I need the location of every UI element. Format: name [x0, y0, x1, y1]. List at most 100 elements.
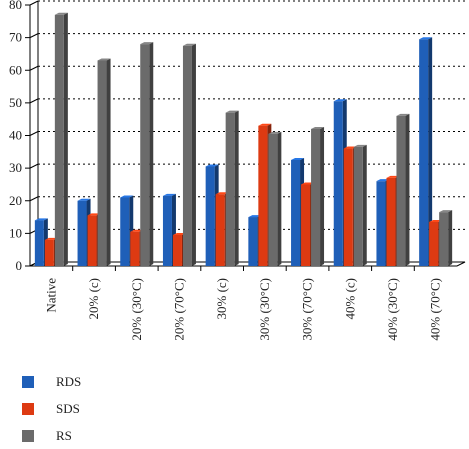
- legend: RDS SDS RS: [22, 368, 81, 449]
- bar-chart: 0 10 20 30 40 50 60 70 80 Native 20% (c) 20% (30°C)…: [9, 0, 466, 341]
- y-tick-label: 50: [9, 95, 22, 110]
- bar-side: [149, 42, 154, 267]
- y-tick-label: 60: [9, 62, 22, 77]
- bar-side: [63, 12, 68, 266]
- bar-top: [301, 182, 315, 185]
- bar-rs: [225, 112, 235, 266]
- bar-top: [120, 195, 134, 198]
- x-tick-label: 40% (c): [342, 278, 357, 320]
- bar-side: [277, 131, 282, 266]
- y-depth-tick: [29, 163, 39, 169]
- y-depth-tick: [29, 196, 39, 202]
- bar-sds: [130, 231, 140, 266]
- bar-top: [248, 215, 262, 218]
- bar-top: [291, 157, 305, 160]
- bar-rs: [311, 128, 321, 266]
- bar-side: [405, 113, 410, 266]
- bar-top: [172, 233, 186, 236]
- bar-top: [44, 237, 58, 240]
- y-depth-tick: [29, 65, 39, 71]
- legend-label-rs: RS: [56, 427, 72, 443]
- legend-item-rds: RDS: [22, 368, 81, 395]
- bar-top: [353, 144, 367, 147]
- bar-top: [54, 12, 68, 15]
- bar-rs: [268, 133, 278, 266]
- bar-rs: [97, 60, 107, 267]
- bar-rs: [54, 14, 64, 266]
- bar-top: [130, 229, 144, 232]
- y-tick-label: 40: [9, 128, 22, 143]
- bar-top: [343, 146, 357, 149]
- bar-rds: [34, 220, 44, 266]
- bar-top: [376, 179, 390, 182]
- legend-label-sds: SDS: [56, 400, 80, 416]
- bar-top: [333, 99, 347, 102]
- legend-swatch-sds: [22, 402, 34, 415]
- bar-sds: [258, 125, 268, 267]
- bar-sds: [44, 239, 54, 266]
- bar-top: [258, 123, 272, 126]
- bar-top: [77, 198, 91, 201]
- y-tick-label: 20: [9, 193, 22, 208]
- bar-top: [87, 213, 101, 216]
- y-depth-tick: [29, 33, 39, 39]
- legend-item-sds: SDS: [22, 395, 81, 422]
- bar-sds: [429, 221, 439, 266]
- bar-rds: [162, 195, 172, 266]
- bar-top: [396, 113, 410, 116]
- x-tick-label: 20% (30°C): [129, 278, 144, 341]
- legend-item-rs: RS: [22, 422, 81, 449]
- bar-top: [419, 37, 433, 40]
- bar-top: [225, 110, 239, 113]
- y-depth-tick: [29, 0, 39, 6]
- bar-rds: [205, 166, 215, 266]
- y-tick-label: 0: [16, 258, 23, 273]
- y-tick-label: 80: [9, 0, 22, 12]
- bar-rs: [439, 212, 449, 266]
- bar-rds: [120, 197, 130, 266]
- y-depth-tick: [29, 131, 39, 136]
- bar-top: [215, 192, 229, 195]
- bar-side: [362, 144, 367, 266]
- y-tick-label: 10: [9, 225, 22, 240]
- bar-top: [97, 58, 111, 61]
- x-tick-label: 40% (70°C): [428, 278, 443, 341]
- bar-sds: [343, 148, 353, 266]
- legend-swatch-rs: [22, 429, 34, 442]
- bar-side: [428, 37, 433, 266]
- bar-side: [234, 110, 239, 266]
- x-tick-label: 40% (30°C): [385, 278, 400, 341]
- bar-rds: [333, 101, 343, 267]
- bar-side: [448, 210, 453, 266]
- bar-side: [191, 43, 196, 266]
- bar-sds: [172, 235, 182, 266]
- bar-rds: [248, 217, 258, 266]
- legend-label-rds: RDS: [56, 373, 82, 389]
- bar-top: [386, 175, 400, 178]
- bar-top: [162, 193, 176, 196]
- bar-top: [268, 131, 282, 134]
- bar-rds: [419, 39, 429, 266]
- bar-rds: [376, 181, 386, 266]
- bar-sds: [301, 184, 311, 266]
- x-tick-label: 20% (70°C): [171, 278, 186, 341]
- x-tick-label: 30% (70°C): [300, 278, 315, 341]
- bar-top: [311, 126, 325, 129]
- legend-swatch-rds: [22, 375, 34, 388]
- x-tick-label: Native: [43, 278, 58, 313]
- bar-sds: [386, 177, 396, 266]
- bar-side: [106, 58, 111, 267]
- bar-rs: [182, 45, 192, 266]
- bar-rs: [140, 44, 150, 267]
- x-tick-label: 30% (30°C): [257, 278, 272, 341]
- y-tick-label: 30: [9, 160, 22, 175]
- bar-top: [439, 210, 453, 213]
- bar-top: [140, 42, 154, 45]
- y-tick-label: 70: [9, 30, 22, 45]
- bar-top: [34, 218, 48, 221]
- bar-top: [205, 164, 219, 167]
- bar-side: [320, 126, 325, 266]
- bar-rs: [396, 115, 406, 266]
- bar-rds: [77, 200, 87, 266]
- x-tick-label: 30% (c): [214, 278, 229, 320]
